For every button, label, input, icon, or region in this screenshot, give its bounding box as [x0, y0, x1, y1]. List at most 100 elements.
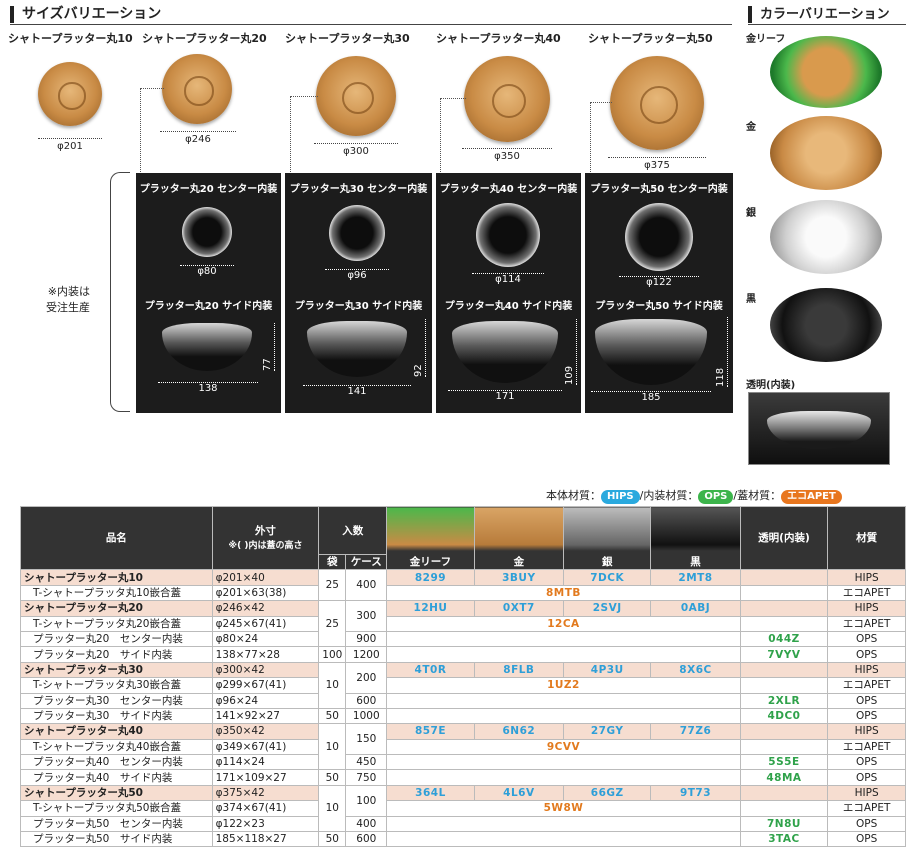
color-variation-title: カラーバリエーション: [748, 6, 890, 23]
cell-dim: φ299×67(41): [211, 677, 320, 694]
cell-gold-leaf: 8299: [386, 569, 475, 586]
product-label-20: シャトープラッター丸20: [142, 32, 267, 45]
diameter-30: φ300: [314, 143, 398, 157]
table-row: シャトープラッター丸40 φ350×42 10 150 857E 6N62 27…: [20, 723, 906, 771]
product-label-40: シャトープラッター丸40: [436, 32, 561, 45]
side-inner-image: [162, 323, 252, 371]
cell-bag: 10: [318, 723, 347, 771]
cell-dim: φ80×24: [211, 630, 320, 648]
tray-image-50: [610, 56, 704, 150]
header-gold: 金: [473, 505, 565, 571]
side-inner-width: 185: [591, 391, 711, 403]
inner-material-badge: OPS: [698, 490, 734, 504]
table-row: シャトープラッター丸50 φ375×42 10 100 364L 4L6V 66…: [20, 784, 906, 833]
connector-50-left: [590, 102, 591, 172]
cell-clear: 7N8U: [739, 815, 829, 833]
header-bag: 袋: [318, 553, 347, 571]
product-label-10: シャトープラッター丸10: [8, 32, 133, 45]
table-row: プラッター丸40 サイド内装 171×109×27 50 750 48MA OP…: [20, 769, 906, 786]
cell-material: HIPS: [827, 600, 906, 617]
cell-case: 450: [345, 754, 388, 771]
cell-clear: [739, 584, 829, 602]
color-label-clear: 透明(内装): [746, 380, 796, 391]
cell-case: 1200: [345, 646, 388, 663]
header-outer-label: 外寸: [254, 524, 276, 537]
side-inner-image: [452, 321, 558, 383]
cell-dim: φ245×67(41): [211, 615, 320, 632]
cell-gold: 4L6V: [473, 784, 565, 802]
cell-silver: 66GZ: [563, 784, 652, 802]
table-row: T-シャトープラッタ丸20嵌合蓋 φ245×67(41) 12CA エコAPET: [20, 615, 906, 632]
header-silver: 銀: [563, 505, 652, 571]
cell-case: 100: [345, 784, 388, 817]
color-label-gold-leaf: 金リーフ: [746, 34, 786, 45]
body-material-badge: HIPS: [601, 490, 640, 504]
cell-name: シャトープラッター丸20: [20, 600, 213, 617]
center-inner-dim: φ122: [619, 276, 699, 288]
cell-name: T-シャトープラッタ丸10嵌合蓋: [20, 584, 213, 602]
color-label-silver: 銀: [746, 208, 756, 219]
cell-dim: φ349×67(41): [211, 738, 320, 756]
diameter-20: φ246: [160, 131, 236, 145]
cell-black: 77Z6: [650, 723, 741, 740]
connector-40-left: [440, 98, 441, 172]
cell-bag: 50: [318, 831, 347, 848]
cell-lid-code: 8MTB: [386, 584, 741, 602]
cell-color-empty: [386, 754, 741, 771]
cell-material: HIPS: [827, 784, 906, 802]
color-title-underline: [748, 24, 906, 25]
connector-40-top: [440, 98, 466, 99]
cell-clear: [739, 569, 829, 586]
cell-case: 200: [345, 661, 388, 694]
cell-clear: [739, 600, 829, 617]
cell-black: 2MT8: [650, 569, 741, 586]
cell-material: OPS: [827, 692, 906, 709]
connector-20-left: [140, 88, 141, 172]
cell-name: シャトープラッター丸40: [20, 723, 213, 740]
center-inner-title: プラッター丸30 センター内装: [289, 184, 428, 195]
cell-case: 150: [345, 723, 388, 756]
header-qty: 入数: [318, 506, 388, 555]
table-row: プラッター丸50 サイド内装 185×118×27 50 600 3TAC OP…: [20, 831, 906, 848]
cell-case: 400: [345, 569, 388, 602]
cell-black: 8X6C: [650, 661, 741, 679]
cell-silver: 27GY: [563, 723, 652, 740]
table-row: プラッター丸20 センター内装 φ80×24 900 044Z OPS: [20, 630, 906, 648]
cell-name: プラッター丸30 センター内装: [20, 692, 213, 709]
cell-material: HIPS: [827, 569, 906, 586]
cell-case: 300: [345, 600, 388, 632]
table-row: T-シャトープラッタ丸10嵌合蓋 φ201×63(38) 8MTB エコAPET: [20, 584, 906, 602]
center-inner-title: プラッター丸40 センター内装: [439, 184, 578, 195]
header-material: 材質: [827, 505, 906, 571]
cell-clear: [739, 784, 829, 802]
cell-lid-code: 5W8W: [386, 800, 741, 817]
cell-material: OPS: [827, 831, 906, 848]
connector-50-top: [590, 102, 612, 103]
cell-material: OPS: [827, 769, 906, 786]
connector-30-top: [290, 96, 318, 97]
cell-dim: φ300×42: [211, 661, 320, 679]
cell-name: プラッター丸20 センター内装: [20, 630, 213, 648]
cell-dim: φ96×24: [211, 692, 320, 709]
center-inner-title: プラッター丸20 センター内装: [139, 184, 278, 195]
cell-gold-leaf: 4T0R: [386, 661, 475, 679]
table-row: T-シャトープラッタ丸50嵌合蓋 φ374×67(41) 5W8W エコAPET: [20, 800, 906, 817]
cell-name: シャトープラッター丸10: [20, 569, 213, 586]
cell-name: プラッター丸30 サイド内装: [20, 707, 213, 725]
cell-material: HIPS: [827, 661, 906, 679]
cell-silver: 4P3U: [563, 661, 652, 679]
cell-bag: 10: [318, 661, 347, 709]
side-inner-height: 92: [413, 319, 426, 377]
tray-image-40: [464, 56, 550, 142]
cell-clear: [739, 615, 829, 632]
cell-color-empty: [386, 692, 741, 709]
cell-name: T-シャトープラッタ丸30嵌合蓋: [20, 677, 213, 694]
cell-lid-code: 1UZ2: [386, 677, 741, 694]
cell-lid-code: 9CVV: [386, 738, 741, 756]
header-outer: 外寸 ※( )内は蓋の高さ: [211, 505, 320, 571]
cell-material: HIPS: [827, 723, 906, 740]
cell-case: 600: [345, 692, 388, 709]
cell-color-empty: [386, 707, 741, 725]
center-inner-image: [625, 203, 693, 271]
material-legend: 本体材質： HIPS/内装材質： OPS/蓋材質： エコAPET: [546, 487, 842, 504]
